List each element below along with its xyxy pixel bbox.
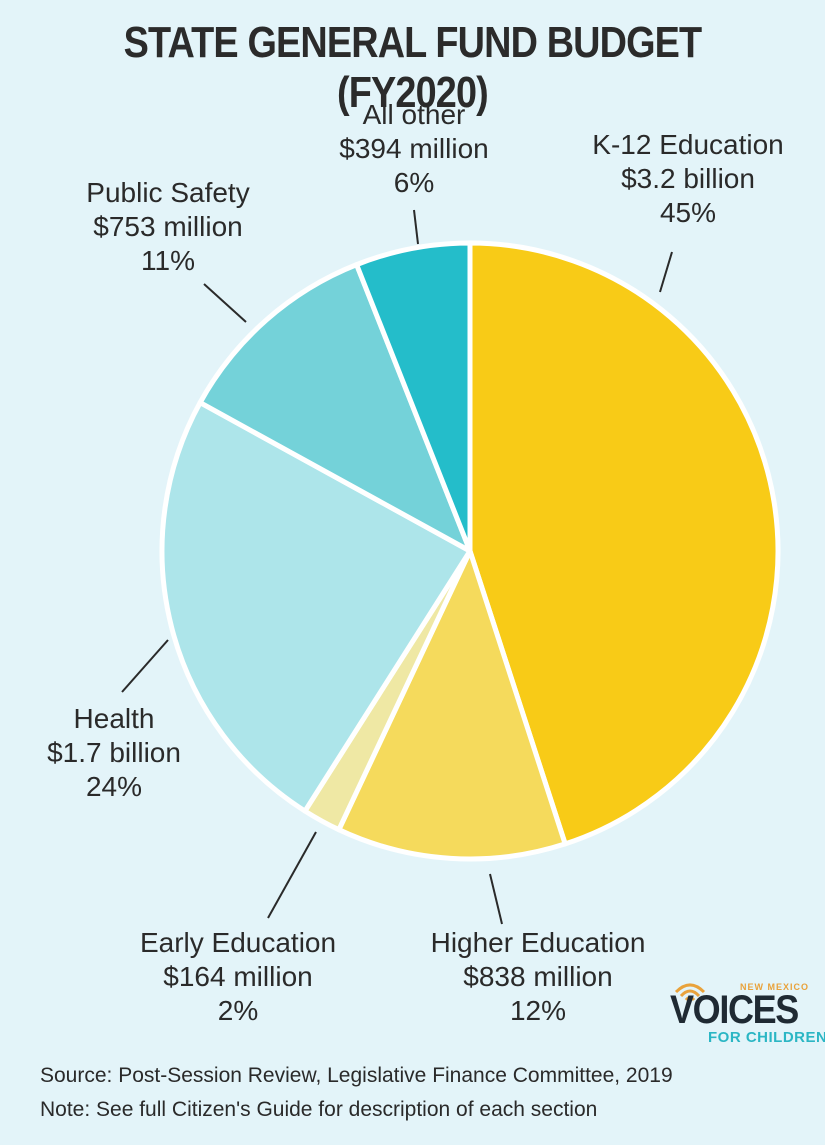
- slice-label: All other $394 million 6%: [339, 98, 488, 200]
- pie-slice-public-safety: [197, 262, 473, 554]
- chart-title: STATE GENERAL FUND BUDGET (FY2020): [123, 18, 703, 117]
- voices-for-children-logo: NEW MEXICO VOICES FOR CHILDREN: [668, 978, 825, 1048]
- slice-label-name: K-12 Education: [592, 129, 784, 160]
- slice-label: Public Safety $753 million 11%: [86, 176, 249, 278]
- leader-line: [659, 251, 673, 293]
- slice-label-name: Early Education: [139, 927, 337, 958]
- logo-top-text: NEW MEXICO: [740, 982, 810, 992]
- leader-line: [203, 283, 247, 323]
- pie-slices: [159, 240, 781, 862]
- slice-label-amount: $164 million: [163, 961, 313, 992]
- slice-label-percent-label: 24%: [85, 771, 143, 802]
- slice-label: Higher Education $838 million 12%: [431, 926, 646, 1028]
- pie-slice-k-12-education: [467, 240, 781, 847]
- slice-label-name: Health: [73, 703, 155, 734]
- pie-slice-health: [159, 400, 473, 814]
- slice-label: Early Education $164 million 2%: [140, 926, 336, 1028]
- slice-label-percent-label: 12%: [509, 995, 567, 1026]
- slice-label: Health $1.7 billion 24%: [47, 702, 181, 804]
- slice-label-amount: $394 million: [339, 133, 489, 164]
- leader-line: [489, 873, 503, 925]
- source-text: Source: Post-Session Review, Legislative…: [40, 1064, 673, 1087]
- note-text: Note: See full Citizen's Guide for descr…: [40, 1098, 598, 1121]
- slice-label-percent-label: 45%: [659, 197, 717, 228]
- slice-label: K-12 Education $3.2 billion 45%: [592, 128, 783, 230]
- signal-waves-icon: [674, 983, 706, 1002]
- leader-line: [413, 209, 419, 245]
- slice-label-amount: $3.2 billion: [621, 163, 755, 194]
- leader-line: [121, 639, 169, 693]
- pie-slice-higher-education: [336, 548, 568, 862]
- leader-line: [267, 831, 317, 919]
- slice-label-percent-label: 2%: [217, 995, 259, 1026]
- slice-label-amount: $753 million: [93, 211, 243, 242]
- slice-label-amount: $838 million: [463, 961, 613, 992]
- slice-label-amount: $1.7 billion: [47, 737, 181, 768]
- slice-label-name: Higher Education: [430, 927, 646, 958]
- pie-slice-all-other: [354, 240, 473, 554]
- slice-label-percent-label: 11%: [141, 245, 195, 276]
- logo-sub-text: FOR CHILDREN: [708, 1029, 825, 1046]
- slice-label-name: Public Safety: [86, 177, 250, 208]
- slice-label-name: All other: [362, 99, 466, 130]
- leader-lines: [121, 209, 673, 925]
- slice-label-percent-label: 6%: [393, 167, 435, 198]
- logo-main-text: VOICES: [670, 988, 799, 1032]
